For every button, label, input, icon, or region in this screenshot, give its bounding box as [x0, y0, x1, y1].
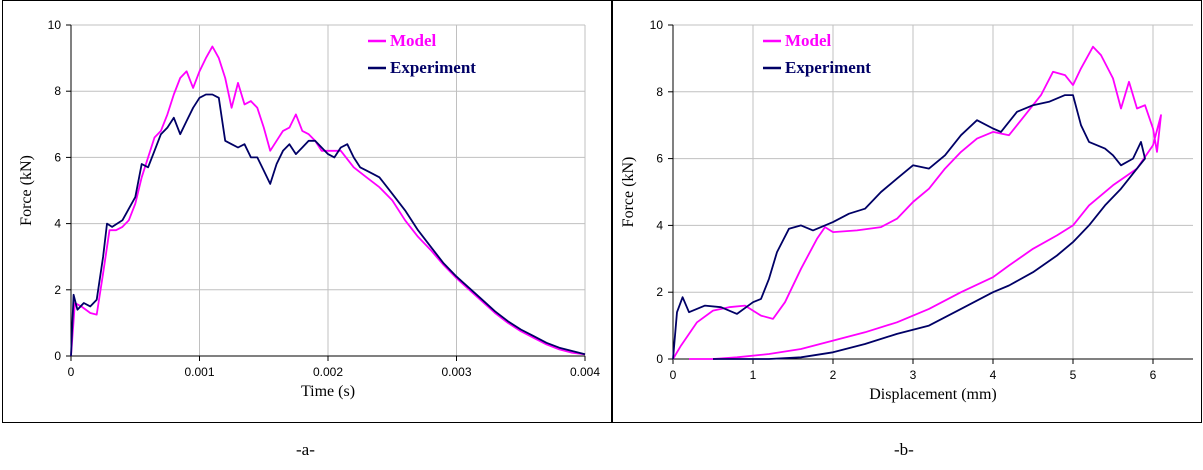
x-tick-label: 4 [990, 368, 997, 382]
y-tick-label: 10 [650, 18, 664, 32]
x-tick-label: 0.002 [313, 365, 343, 379]
y-tick-label: 2 [54, 283, 61, 297]
series-line-experiment [672, 94, 1146, 360]
x-tick-label: 0.003 [441, 365, 471, 379]
x-tick-label: 0.001 [184, 365, 214, 379]
y-tick-label: 6 [54, 150, 61, 164]
y-tick-label: 4 [656, 218, 663, 232]
y-tick-label: 0 [656, 352, 663, 366]
y-tick-label: 8 [656, 85, 663, 99]
legend-label: Model [785, 31, 832, 50]
series-line-experiment [70, 93, 586, 357]
chart-b-svg: 0 1 2 3 4 5 6 0 2 4 6 8 10 Displacement (mm) Force (kN… [620, 18, 1193, 403]
x-tick-label: 1 [750, 368, 757, 382]
chart-panel-a: 0 0.001 0.002 0.003 0.004 0 2 4 6 8 10 Time (s) Forc… [2, 0, 612, 423]
series-line-model [672, 45, 1162, 360]
x-tick-label: 2 [830, 368, 837, 382]
chart-panel-b: 0 1 2 3 4 5 6 0 2 4 6 8 10 Displacement (mm) Force (kN… [612, 0, 1202, 423]
x-tick-label: 0 [68, 365, 75, 379]
x-tick-label: 0 [670, 368, 677, 382]
y-tick-label: 2 [656, 285, 663, 299]
y-tick-label: 6 [656, 152, 663, 166]
x-tick-label: 0.004 [570, 365, 600, 379]
x-tick-label: 6 [1150, 368, 1157, 382]
y-tick-label: 0 [54, 349, 61, 363]
x-tick-label: 3 [910, 368, 917, 382]
y-tick-label: 4 [54, 217, 61, 231]
x-tick-label: 5 [1070, 368, 1077, 382]
y-axis-title: Force (kN) [620, 157, 637, 228]
y-tick-label: 8 [54, 84, 61, 98]
legend-label: Experiment [785, 58, 871, 77]
legend-label: Model [390, 31, 437, 50]
y-tick-label: 10 [48, 18, 62, 32]
series-line-model [70, 45, 586, 357]
x-axis-title: Time (s) [301, 383, 355, 400]
legend-label: Experiment [390, 58, 476, 77]
caption-b: -b- [894, 440, 914, 459]
chart-a-svg: 0 0.001 0.002 0.003 0.004 0 2 4 6 8 10 Time (s) Forc… [18, 18, 600, 400]
x-axis-title: Displacement (mm) [869, 386, 997, 403]
y-axis-title: Force (kN) [18, 155, 35, 226]
caption-a: -a- [296, 440, 315, 459]
